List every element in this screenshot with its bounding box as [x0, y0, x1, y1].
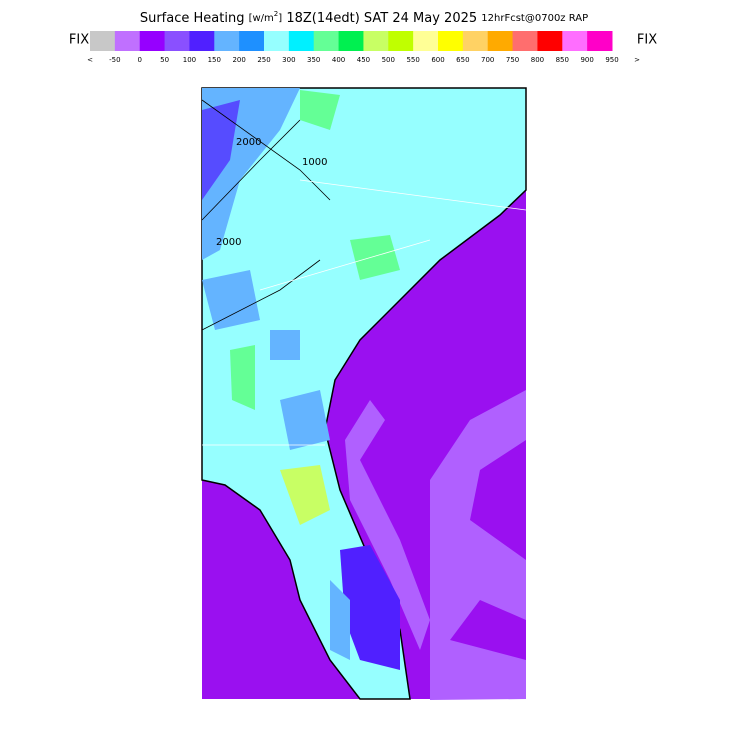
color-box [214, 31, 240, 51]
land-field [330, 580, 350, 660]
land-field [202, 100, 240, 200]
color-box [288, 31, 315, 51]
ocean-field [430, 390, 526, 700]
contour-label: 2000 [216, 237, 241, 248]
colorbar-label: 650 [456, 56, 469, 64]
land-field [280, 465, 330, 525]
color-box [313, 31, 340, 51]
colorbar-label: 250 [257, 56, 270, 64]
colorbar-label: 500 [382, 56, 395, 64]
colorbar-label: -50 [109, 56, 120, 64]
colorbar-label: 900 [580, 56, 593, 64]
land-field [270, 330, 300, 360]
map: 2000 1000 2000 [201, 87, 527, 700]
colorbar-label: 950 [605, 56, 618, 64]
title-time: 18Z(14edt) SAT 24 May 2025 [286, 11, 477, 26]
colorbar-label: 800 [531, 56, 544, 64]
ocean-field [345, 400, 430, 650]
colorbar-label: 150 [208, 56, 221, 64]
land-field [300, 90, 340, 130]
colorbar: < -50 0 50 100 150 200 250 300 350 400 450 500 550 600… [87, 31, 640, 64]
color-box [90, 31, 116, 51]
title-main: Surface Heating [140, 11, 245, 26]
color-box [512, 31, 538, 51]
land-field [230, 345, 255, 410]
land-field [280, 390, 330, 450]
colorbar-label: 350 [307, 56, 320, 64]
fix-label: FIX [637, 33, 657, 48]
land-field [202, 270, 260, 330]
land-field [340, 545, 400, 670]
title: Surface Heating [w/m2] 18Z(14edt) SAT 24… [140, 10, 588, 26]
color-box [363, 31, 389, 51]
color-box [338, 31, 364, 51]
fix-label: FIX [69, 33, 89, 48]
colorbar-label: 700 [481, 56, 494, 64]
color-box [164, 31, 190, 51]
color-box [587, 31, 613, 51]
state-border [202, 179, 527, 446]
colorbar-label: > [634, 56, 640, 64]
land-field [350, 235, 400, 280]
color-box [264, 31, 290, 51]
color-box [537, 31, 563, 51]
colorbar-label: 750 [506, 56, 519, 64]
color-box [114, 31, 141, 51]
colorbar-label: 50 [160, 56, 169, 64]
color-box [562, 31, 588, 51]
colorbar-label: < [87, 56, 93, 64]
colorbar-label: 300 [282, 56, 295, 64]
colorbar-label: 600 [431, 56, 444, 64]
title-model: 12hrFcst@0700z RAP [481, 13, 588, 24]
color-box [139, 31, 166, 51]
colorbar-label: 100 [183, 56, 196, 64]
colorbar-label: 0 [137, 56, 141, 64]
contour-label: 1000 [302, 157, 327, 168]
colorbar-label: 400 [332, 56, 345, 64]
color-box [239, 31, 265, 51]
title-unit: [w/m [249, 13, 274, 24]
color-box [388, 31, 414, 51]
color-box [413, 31, 439, 51]
color-box [189, 31, 215, 51]
colorbar-label: 550 [406, 56, 419, 64]
colorbar-label: 200 [232, 56, 245, 64]
contour-line [201, 99, 331, 331]
title-unit: ] [278, 13, 282, 24]
colorbar-label: 850 [556, 56, 569, 64]
colorbar-label: 450 [357, 56, 370, 64]
color-box [438, 31, 464, 51]
color-box [462, 31, 489, 51]
color-box [487, 31, 514, 51]
title-unit-sup: 2 [274, 10, 278, 18]
contour-label: 2000 [236, 137, 261, 148]
